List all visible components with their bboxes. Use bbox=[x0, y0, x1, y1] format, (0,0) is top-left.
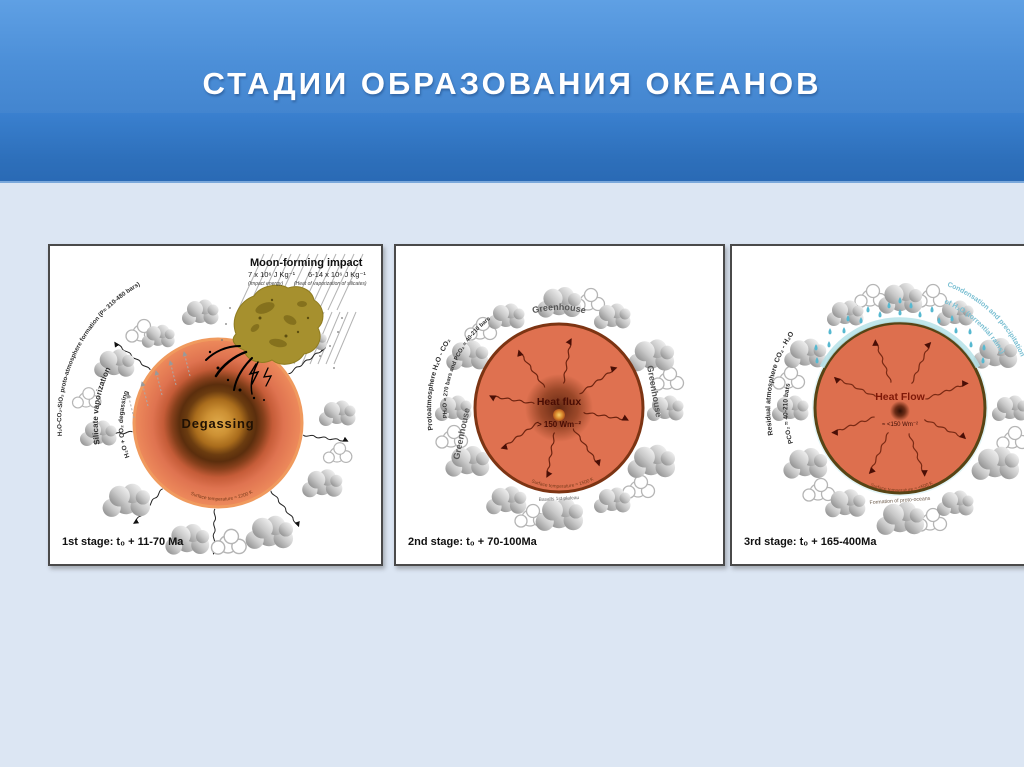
stage1-panel: H₂O-CO₂-SiO₂ proto-atmosphere formation … bbox=[48, 244, 383, 566]
impact-debris-dots bbox=[221, 307, 343, 369]
hot-spot bbox=[553, 409, 565, 421]
stage1-figure: H₂O-CO₂-SiO₂ proto-atmosphere formation … bbox=[56, 253, 367, 555]
impact-splash-dots bbox=[208, 350, 265, 401]
stage3-center-value: ≈ <150 Wm⁻² bbox=[882, 422, 918, 428]
vapor-rise-arrows bbox=[126, 351, 191, 419]
slide-title: СТАДИИ ОБРАЗОВАНИЯ ОКЕАНОВ bbox=[202, 66, 822, 101]
hot-spot bbox=[890, 401, 910, 421]
stage2-center-value: > 150 Wm⁻² bbox=[537, 420, 581, 429]
moon-forming-impactor bbox=[221, 284, 343, 369]
stage1-planet bbox=[132, 337, 304, 509]
header-accent-band bbox=[0, 113, 1024, 183]
svg-text:Greenhouse: Greenhouse bbox=[531, 302, 587, 315]
condensation-halo bbox=[819, 317, 981, 369]
title-bar: СТАДИИ ОБРАЗОВАНИЯ ОКЕАНОВ bbox=[0, 0, 1024, 113]
stage3-ocean-note: Formation of proto-oceans bbox=[869, 496, 931, 506]
stage2-panel: Protoatmosphere H₂O - CO₂ PH₂O ≈ 270 bar… bbox=[394, 244, 725, 566]
stage3-label: 3rd stage: t₀ + 165-400Ma bbox=[744, 536, 877, 548]
impact-note-2: (Heat of vaporization of silicates) bbox=[294, 281, 367, 287]
stage3-panel: Residual atmosphere CO₂ - H₂O PCO₂ ≈ 40-… bbox=[730, 244, 1024, 566]
stage2-heat-arrows bbox=[489, 338, 629, 478]
impact-splash bbox=[205, 345, 273, 395]
stage1-arc-label-inner: H₂O + CO₂ degassing bbox=[118, 390, 131, 459]
stage1-label: 1st stage: t₀ + 11-70 Ma bbox=[62, 536, 184, 548]
stage2-basin-note: Basalts 1st plateau bbox=[539, 495, 580, 503]
stage3-heat-arrows bbox=[831, 339, 969, 477]
stage2-figure: Protoatmosphere H₂O - CO₂ PH₂O ≈ 270 bar… bbox=[408, 287, 685, 548]
stage3-planet bbox=[812, 317, 988, 496]
stage2-center-title: Heat flux bbox=[537, 396, 582, 408]
greenhouse-label-top: Greenhouse bbox=[531, 302, 587, 315]
impact-energy-2: 6-14 x 10⁶ J Kg⁻¹ bbox=[308, 270, 366, 279]
svg-text:H₂O + CO₂ degassing: H₂O + CO₂ degassing bbox=[118, 390, 131, 459]
stage2-label: 2nd stage: t₀ + 70-100Ma bbox=[408, 536, 538, 548]
greenhouse-label-right: Greenhouse bbox=[645, 365, 664, 418]
impact-energy-1: 7 x 10⁶ J Kg⁻¹ bbox=[248, 270, 296, 279]
impact-note-1: (Impact energy) bbox=[248, 281, 283, 287]
stage3-figure: Residual atmosphere CO₂ - H₂O PCO₂ ≈ 40-… bbox=[744, 281, 1024, 548]
stage3-center-title: Heat Flow bbox=[875, 391, 925, 403]
degassing-core-label: Degassing bbox=[182, 416, 255, 431]
stage2-planet bbox=[473, 322, 645, 494]
impact-title: Moon-forming impact bbox=[250, 257, 363, 269]
